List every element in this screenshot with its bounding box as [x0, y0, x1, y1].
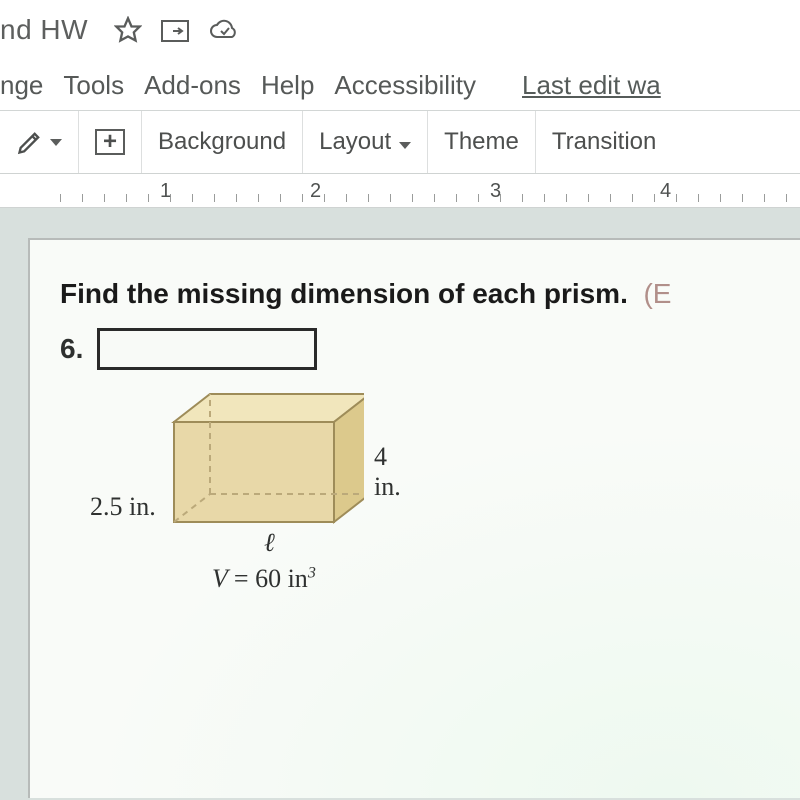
plus-box-icon: + [95, 129, 125, 155]
theme-label: Theme [444, 128, 519, 156]
slide-canvas: Find the missing dimension of each prism… [0, 208, 800, 800]
background-button[interactable]: Background [142, 111, 303, 173]
star-icon[interactable] [114, 16, 142, 44]
question-number: 6. [60, 333, 83, 365]
label-length-var: ℓ [264, 528, 275, 558]
background-label: Background [158, 128, 286, 156]
cloud-saved-icon[interactable] [208, 17, 240, 43]
theme-button[interactable]: Theme [428, 111, 536, 173]
transition-button[interactable]: Transition [536, 111, 672, 173]
paint-tool[interactable] [0, 111, 79, 173]
toolbar: + Background Layout Theme Transition [0, 110, 800, 174]
menu-item-addons[interactable]: Add-ons [144, 70, 241, 101]
label-height: 4 in. [374, 442, 401, 502]
add-comment-button[interactable]: + [79, 111, 142, 173]
question-heading: Find the missing dimension of each prism… [60, 278, 798, 310]
menu-item-tools[interactable]: Tools [63, 70, 124, 101]
menu-item-help[interactable]: Help [261, 70, 314, 101]
label-depth: 2.5 in. [90, 492, 156, 522]
heading-text: Find the missing dimension of each prism… [60, 278, 628, 309]
prism-figure: 4 in. 2.5 in. ℓ V = 60 in3 [164, 392, 364, 532]
layout-dropdown[interactable]: Layout [303, 111, 428, 173]
answer-input-box[interactable] [97, 328, 317, 370]
title-bar: nd HW [0, 0, 800, 60]
transition-label: Transition [552, 128, 656, 156]
slide-page[interactable]: Find the missing dimension of each prism… [28, 238, 800, 798]
horizontal-ruler: 1234 [0, 174, 800, 208]
menu-item-accessibility[interactable]: Accessibility [334, 70, 476, 101]
move-folder-icon[interactable] [160, 17, 190, 43]
menu-bar: nge Tools Add-ons Help Accessibility Las… [0, 60, 800, 110]
doc-title: nd HW [0, 14, 88, 46]
layout-label: Layout [319, 128, 411, 156]
menu-item-arrange[interactable]: nge [0, 70, 43, 101]
heading-paren: (E [643, 278, 671, 309]
prism-svg [164, 392, 364, 532]
last-edit-link[interactable]: Last edit wa [522, 70, 661, 101]
label-volume: V = 60 in3 [212, 564, 316, 594]
question-row: 6. [60, 328, 798, 370]
chevron-down-icon [50, 139, 62, 146]
